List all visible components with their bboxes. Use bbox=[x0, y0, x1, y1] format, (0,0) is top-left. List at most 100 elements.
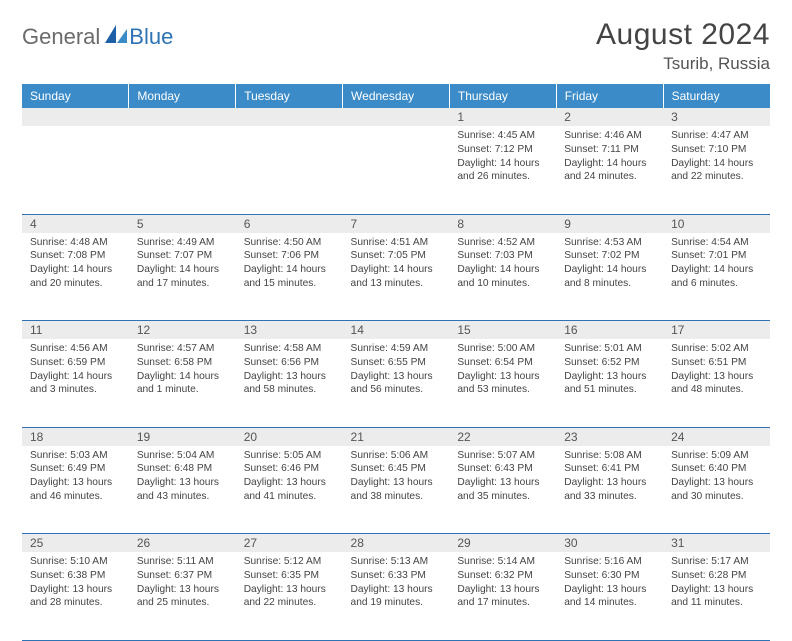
weekday-header: Thursday bbox=[449, 84, 556, 108]
day-number: 18 bbox=[22, 427, 129, 446]
day-cell: Sunrise: 5:07 AMSunset: 6:43 PMDaylight:… bbox=[449, 446, 556, 534]
daylight-text: Daylight: 13 hours and 28 minutes. bbox=[30, 583, 121, 611]
day-number: 8 bbox=[449, 214, 556, 233]
content-row: Sunrise: 5:10 AMSunset: 6:38 PMDaylight:… bbox=[22, 552, 770, 640]
sunset-text: Sunset: 6:30 PM bbox=[564, 569, 655, 583]
sunset-text: Sunset: 6:37 PM bbox=[137, 569, 228, 583]
content-row: Sunrise: 5:03 AMSunset: 6:49 PM Daylight:… bbox=[22, 446, 770, 534]
day-cell: Sunrise: 5:03 AMSunset: 6:49 PMDaylight:… bbox=[22, 446, 129, 534]
day-number bbox=[236, 108, 343, 126]
sunrise-text: Sunrise: 4:52 AM bbox=[457, 236, 548, 250]
day-cell bbox=[129, 126, 236, 214]
day-cell: Sunrise: 5:04 AMSunset: 6:48 PMDaylight:… bbox=[129, 446, 236, 534]
weekday-header: Monday bbox=[129, 84, 236, 108]
day-number: 23 bbox=[556, 427, 663, 446]
day-cell: Sunrise: 5:12 AMSunset: 6:35 PMDaylight:… bbox=[236, 552, 343, 640]
day-number: 3 bbox=[663, 108, 770, 126]
day-cell: Sunrise: 5:08 AMSunset: 6:41 PMDaylight:… bbox=[556, 446, 663, 534]
day-cell: Sunrise: 4:56 AMSunset: 6:59 PMDaylight:… bbox=[22, 339, 129, 427]
sunrise-text: Sunrise: 5:00 AM bbox=[457, 342, 548, 356]
day-number: 22 bbox=[449, 427, 556, 446]
daylight-text: Daylight: 13 hours and 19 minutes. bbox=[351, 583, 442, 611]
day-number: 11 bbox=[22, 321, 129, 340]
daylight-text: Daylight: 13 hours and 51 minutes. bbox=[564, 370, 655, 398]
sail-icon bbox=[105, 25, 127, 50]
day-number: 20 bbox=[236, 427, 343, 446]
sunrise-text: Sunrise: 4:56 AM bbox=[30, 342, 121, 356]
day-cell: Sunrise: 5:11 AMSunset: 6:37 PMDaylight:… bbox=[129, 552, 236, 640]
sunset-text: Sunset: 6:33 PM bbox=[351, 569, 442, 583]
sunrise-text: Sunrise: 5:07 AM bbox=[457, 449, 548, 463]
daylight-text: Daylight: 13 hours and 43 minutes. bbox=[137, 476, 228, 504]
sunset-text: Sunset: 7:08 PM bbox=[30, 249, 121, 263]
sunset-text: Sunset: 7:06 PM bbox=[244, 249, 335, 263]
sunrise-text: Sunrise: 4:53 AM bbox=[564, 236, 655, 250]
sunrise-text: Sunrise: 5:16 AM bbox=[564, 555, 655, 569]
day-cell: Sunrise: 5:02 AMSunset: 6:51 PMDaylight:… bbox=[663, 339, 770, 427]
daylight-text: Daylight: 13 hours and 33 minutes. bbox=[564, 476, 655, 504]
day-cell: Sunrise: 5:00 AMSunset: 6:54 PMDaylight:… bbox=[449, 339, 556, 427]
day-number: 21 bbox=[343, 427, 450, 446]
title-block: August 2024 Tsurib, Russia bbox=[596, 18, 770, 74]
daylight-text: Daylight: 13 hours and 25 minutes. bbox=[137, 583, 228, 611]
day-number: 24 bbox=[663, 427, 770, 446]
sunset-text: Sunset: 6:45 PM bbox=[351, 462, 442, 476]
sunrise-text: Sunrise: 4:46 AM bbox=[564, 129, 655, 143]
sunset-text: Sunset: 7:03 PM bbox=[457, 249, 548, 263]
sunrise-text: Sunrise: 5:08 AM bbox=[564, 449, 655, 463]
day-number: 14 bbox=[343, 321, 450, 340]
day-number: 12 bbox=[129, 321, 236, 340]
day-cell: Sunrise: 4:48 AMSunset: 7:08 PMDaylight:… bbox=[22, 233, 129, 321]
daynum-row: 18192021222324 bbox=[22, 427, 770, 446]
daylight-text: Daylight: 14 hours and 26 minutes. bbox=[457, 157, 548, 185]
day-cell: Sunrise: 5:10 AMSunset: 6:38 PMDaylight:… bbox=[22, 552, 129, 640]
day-number: 4 bbox=[22, 214, 129, 233]
day-cell: Sunrise: 5:14 AMSunset: 6:32 PMDaylight:… bbox=[449, 552, 556, 640]
daynum-row: 45678910 bbox=[22, 214, 770, 233]
sunrise-text: Sunrise: 5:10 AM bbox=[30, 555, 121, 569]
weekday-header: Friday bbox=[556, 84, 663, 108]
day-cell: Sunrise: 4:53 AMSunset: 7:02 PMDaylight:… bbox=[556, 233, 663, 321]
sunset-text: Sunset: 7:05 PM bbox=[351, 249, 442, 263]
sunrise-text: Sunrise: 4:58 AM bbox=[244, 342, 335, 356]
day-number: 5 bbox=[129, 214, 236, 233]
day-number: 25 bbox=[22, 534, 129, 553]
sunset-text: Sunset: 7:01 PM bbox=[671, 249, 762, 263]
sunrise-text: Sunrise: 5:04 AM bbox=[137, 449, 228, 463]
daylight-text: Daylight: 14 hours and 20 minutes. bbox=[30, 263, 121, 291]
brand-part1: General bbox=[22, 24, 100, 50]
day-cell: Sunrise: 4:45 AMSunset: 7:12 PMDaylight:… bbox=[449, 126, 556, 214]
day-number: 9 bbox=[556, 214, 663, 233]
weekday-header: Tuesday bbox=[236, 84, 343, 108]
daylight-text: Daylight: 13 hours and 35 minutes. bbox=[457, 476, 548, 504]
day-cell: Sunrise: 4:54 AMSunset: 7:01 PMDaylight:… bbox=[663, 233, 770, 321]
day-number: 31 bbox=[663, 534, 770, 553]
daynum-row: 123 bbox=[22, 108, 770, 126]
weekday-header-row: Sunday Monday Tuesday Wednesday Thursday… bbox=[22, 84, 770, 108]
day-cell: Sunrise: 5:05 AMSunset: 6:46 PMDaylight:… bbox=[236, 446, 343, 534]
sunrise-text: Sunrise: 4:51 AM bbox=[351, 236, 442, 250]
daylight-text: Daylight: 13 hours and 53 minutes. bbox=[457, 370, 548, 398]
day-cell: Sunrise: 4:52 AMSunset: 7:03 PMDaylight:… bbox=[449, 233, 556, 321]
sunset-text: Sunset: 6:49 PM bbox=[30, 462, 121, 476]
day-cell: Sunrise: 4:47 AMSunset: 7:10 PMDaylight:… bbox=[663, 126, 770, 214]
sunrise-text: Sunrise: 5:03 AM bbox=[30, 449, 121, 463]
sunset-text: Sunset: 7:07 PM bbox=[137, 249, 228, 263]
sunset-text: Sunset: 6:54 PM bbox=[457, 356, 548, 370]
content-row: Sunrise: 4:45 AMSunset: 7:12 PMDaylight:… bbox=[22, 126, 770, 214]
daylight-text: Daylight: 14 hours and 17 minutes. bbox=[137, 263, 228, 291]
day-cell: Sunrise: 4:57 AMSunset: 6:58 PMDaylight:… bbox=[129, 339, 236, 427]
sunrise-text: Sunrise: 5:06 AM bbox=[351, 449, 442, 463]
sunset-text: Sunset: 6:28 PM bbox=[671, 569, 762, 583]
daylight-text: Daylight: 13 hours and 14 minutes. bbox=[564, 583, 655, 611]
day-cell: Sunrise: 5:06 AMSunset: 6:45 PMDaylight:… bbox=[343, 446, 450, 534]
daylight-text: Daylight: 13 hours and 22 minutes. bbox=[244, 583, 335, 611]
daylight-text: Daylight: 13 hours and 38 minutes. bbox=[351, 476, 442, 504]
brand-part2: Blue bbox=[129, 24, 173, 50]
day-cell: Sunrise: 4:59 AMSunset: 6:55 PMDaylight:… bbox=[343, 339, 450, 427]
day-cell: Sunrise: 5:01 AMSunset: 6:52 PMDaylight:… bbox=[556, 339, 663, 427]
header: General Blue August 2024 Tsurib, Russia bbox=[22, 18, 770, 74]
day-number: 29 bbox=[449, 534, 556, 553]
sunrise-text: Sunrise: 4:50 AM bbox=[244, 236, 335, 250]
sunset-text: Sunset: 6:38 PM bbox=[30, 569, 121, 583]
